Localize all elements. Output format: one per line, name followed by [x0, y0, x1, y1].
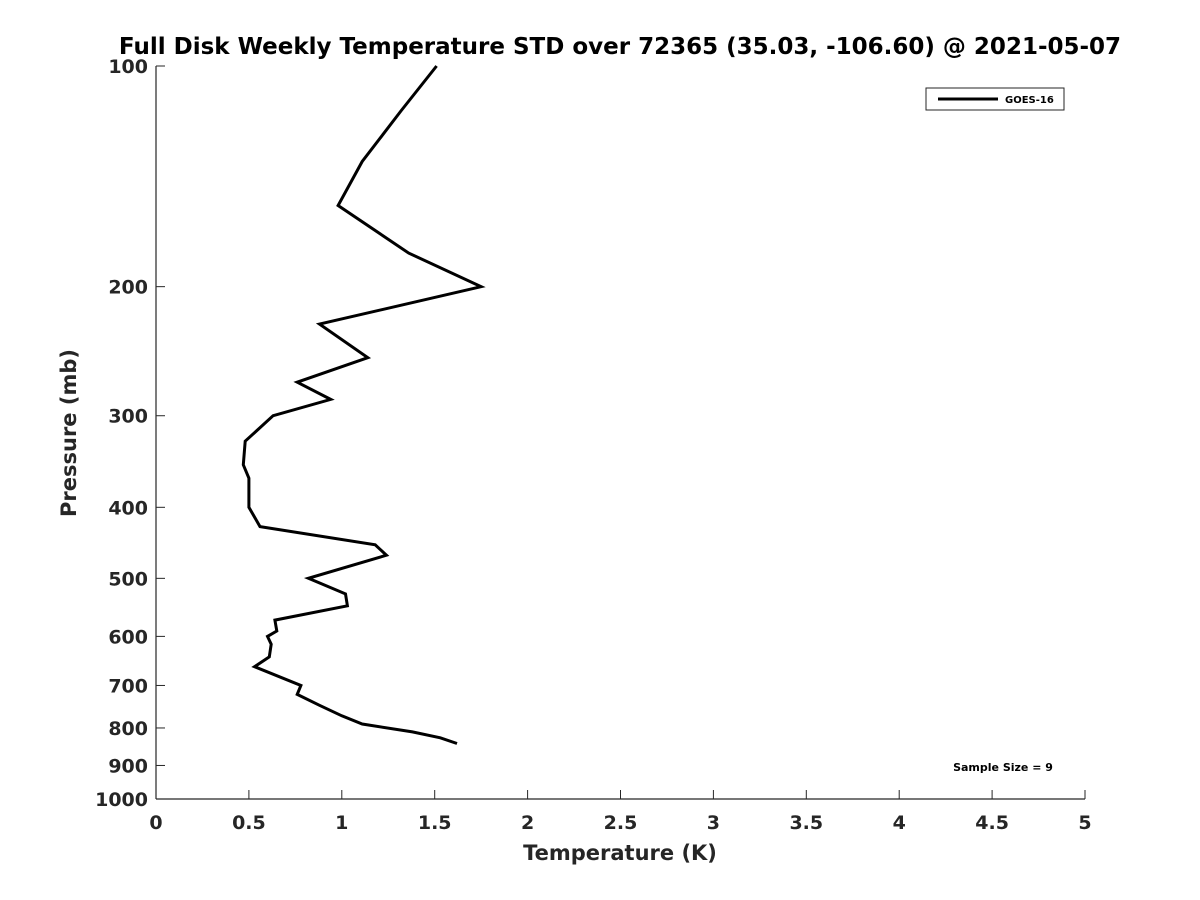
y-axis-label: Pressure (mb) — [57, 349, 81, 517]
y-tick-label: 400 — [108, 497, 148, 519]
series-line-goes-16 — [241, 65, 486, 745]
y-tick-label: 100 — [108, 56, 148, 78]
series-layer — [241, 65, 486, 745]
x-tick-label: 0.5 — [232, 812, 266, 834]
x-tick-label: 4 — [893, 812, 906, 834]
axes: 0 0.5 1 1.5 2 2.5 3 3.5 4 4.5 5 100 200 300 400 500 600 7… — [95, 56, 1092, 834]
x-tick-label: 0 — [149, 812, 162, 834]
x-tick-label: 1.5 — [418, 812, 452, 834]
y-tick-label: 700 — [108, 675, 148, 697]
x-tick-label: 2 — [521, 812, 534, 834]
x-tick-label: 3 — [707, 812, 720, 834]
x-tick-label: 1 — [335, 812, 348, 834]
x-tick-label: 5 — [1078, 812, 1091, 834]
chart-title: Full Disk Weekly Temperature STD over 72… — [119, 34, 1121, 60]
legend: GOES-16 — [925, 87, 1065, 111]
y-tick-label: 600 — [108, 626, 148, 648]
y-tick-label: 300 — [108, 406, 148, 428]
y-tick-label: 900 — [108, 755, 148, 777]
x-tick-label: 3.5 — [789, 812, 823, 834]
legend-label: GOES-16 — [1005, 95, 1054, 106]
x-axis-label: Temperature (K) — [523, 841, 717, 865]
x-tick-label: 4.5 — [975, 812, 1009, 834]
y-tick-label: 800 — [108, 718, 148, 740]
sample-size-annotation: Sample Size = 9 — [953, 761, 1053, 774]
y-tick-label: 200 — [108, 277, 148, 299]
x-tick-label: 2.5 — [604, 812, 638, 834]
y-tick-label: 1000 — [95, 789, 148, 811]
y-tick-label: 500 — [108, 568, 148, 590]
